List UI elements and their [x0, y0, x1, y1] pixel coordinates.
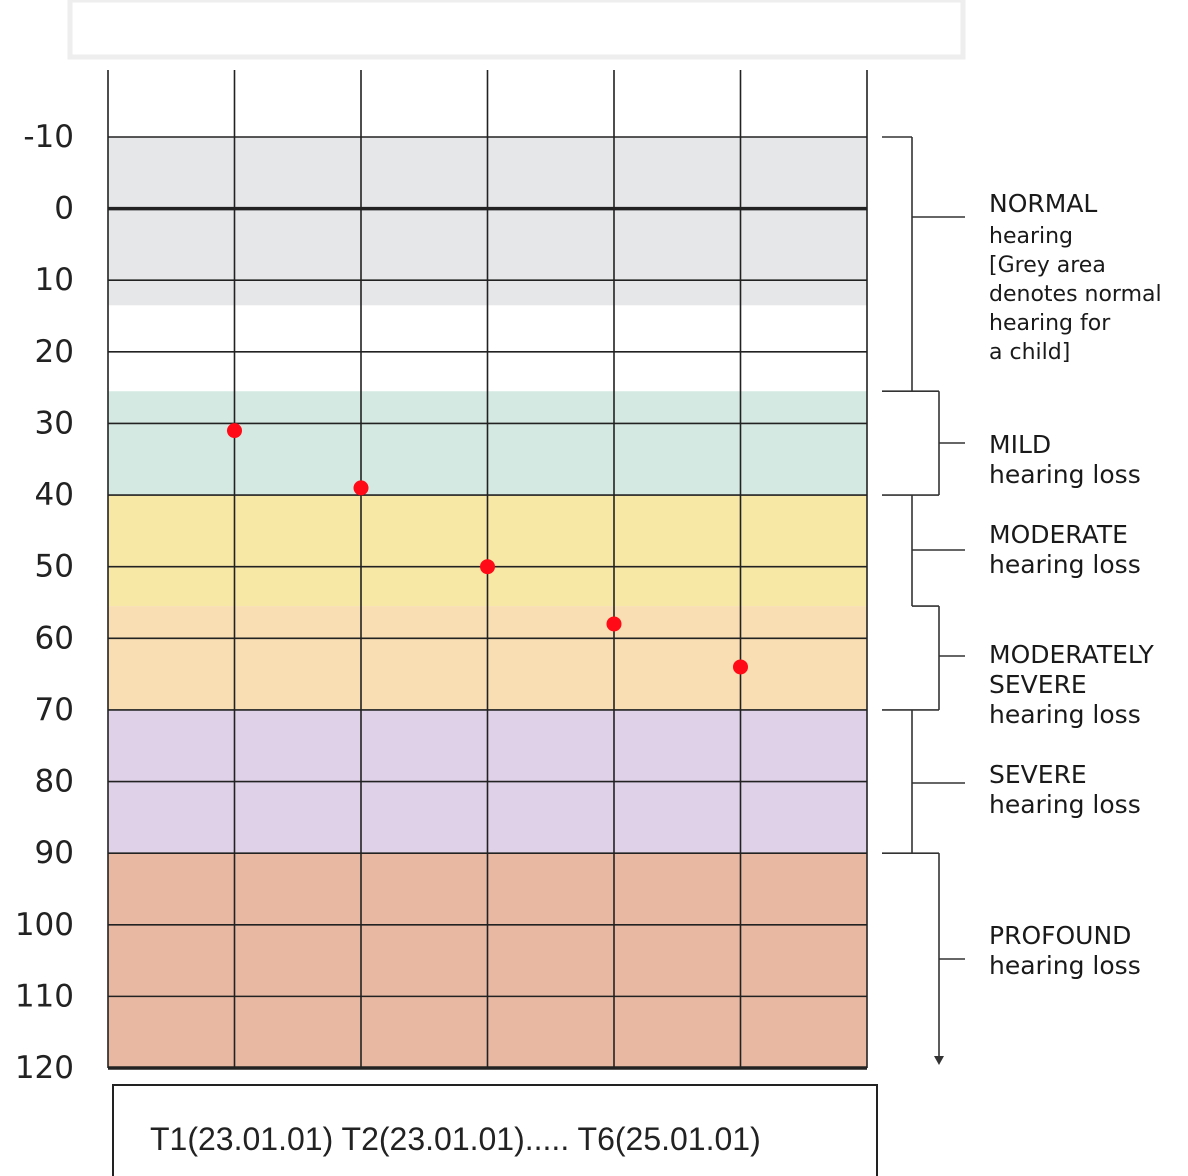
y-tick-label: 50	[35, 549, 74, 585]
y-tick-label: 20	[35, 334, 74, 370]
y-tick-label: 110	[15, 978, 74, 1014]
caption-box	[112, 1084, 878, 1176]
category-title: MODERATELY	[989, 640, 1154, 669]
caption-text: T1(23.01.01) T2(23.01.01)..... T6(25.01.…	[150, 1121, 761, 1157]
category-subtitle: hearing loss	[989, 700, 1141, 729]
y-tick-label: 80	[35, 764, 74, 800]
data-point	[227, 423, 242, 439]
data-points	[227, 423, 748, 675]
y-tick-label: 10	[35, 262, 74, 298]
category-brackets	[882, 136, 965, 1065]
data-point	[606, 616, 622, 632]
y-tick-label: 90	[35, 835, 74, 871]
category-subtitle: hearing loss	[989, 790, 1141, 819]
category-title: SEVERE	[989, 760, 1087, 789]
category-subtitle: [Grey area	[989, 253, 1106, 278]
category-subtitle: hearing	[989, 224, 1073, 249]
category-subtitle: hearing loss	[989, 460, 1141, 489]
y-tick-label: 40	[35, 477, 74, 513]
category-title: PROFOUND	[989, 921, 1131, 950]
y-tick-label: 0	[54, 191, 74, 227]
category-title: MODERATE	[989, 520, 1128, 549]
y-tick-label: 100	[15, 907, 74, 943]
y-tick-label: 60	[35, 620, 74, 656]
header-box	[67, 0, 966, 60]
category-subtitle: a child]	[989, 340, 1070, 365]
category-title: MILD	[989, 430, 1051, 459]
y-axis-tick-labels: -10 0 10 20 30 40 50 60 70 80 90 100 110 120	[15, 119, 74, 1086]
y-tick-label: -10	[23, 119, 74, 155]
category-subtitle: hearing loss	[989, 951, 1141, 980]
data-point	[353, 480, 369, 496]
category-subtitle: denotes normal	[989, 282, 1162, 307]
category-title: SEVERE	[989, 670, 1087, 699]
arrow-head	[934, 1056, 944, 1065]
y-tick-label: 30	[35, 405, 74, 441]
data-point	[480, 559, 495, 575]
category-labels: NORMAL hearing [Grey area denotes normal hea…	[989, 189, 1162, 980]
category-subtitle: hearing for	[989, 311, 1111, 336]
y-tick-label: 70	[35, 692, 74, 728]
category-title: NORMAL	[989, 189, 1097, 218]
grid-lines	[107, 70, 868, 1070]
category-subtitle: hearing loss	[989, 550, 1141, 579]
data-point	[733, 659, 748, 675]
y-tick-label: 120	[15, 1050, 74, 1086]
